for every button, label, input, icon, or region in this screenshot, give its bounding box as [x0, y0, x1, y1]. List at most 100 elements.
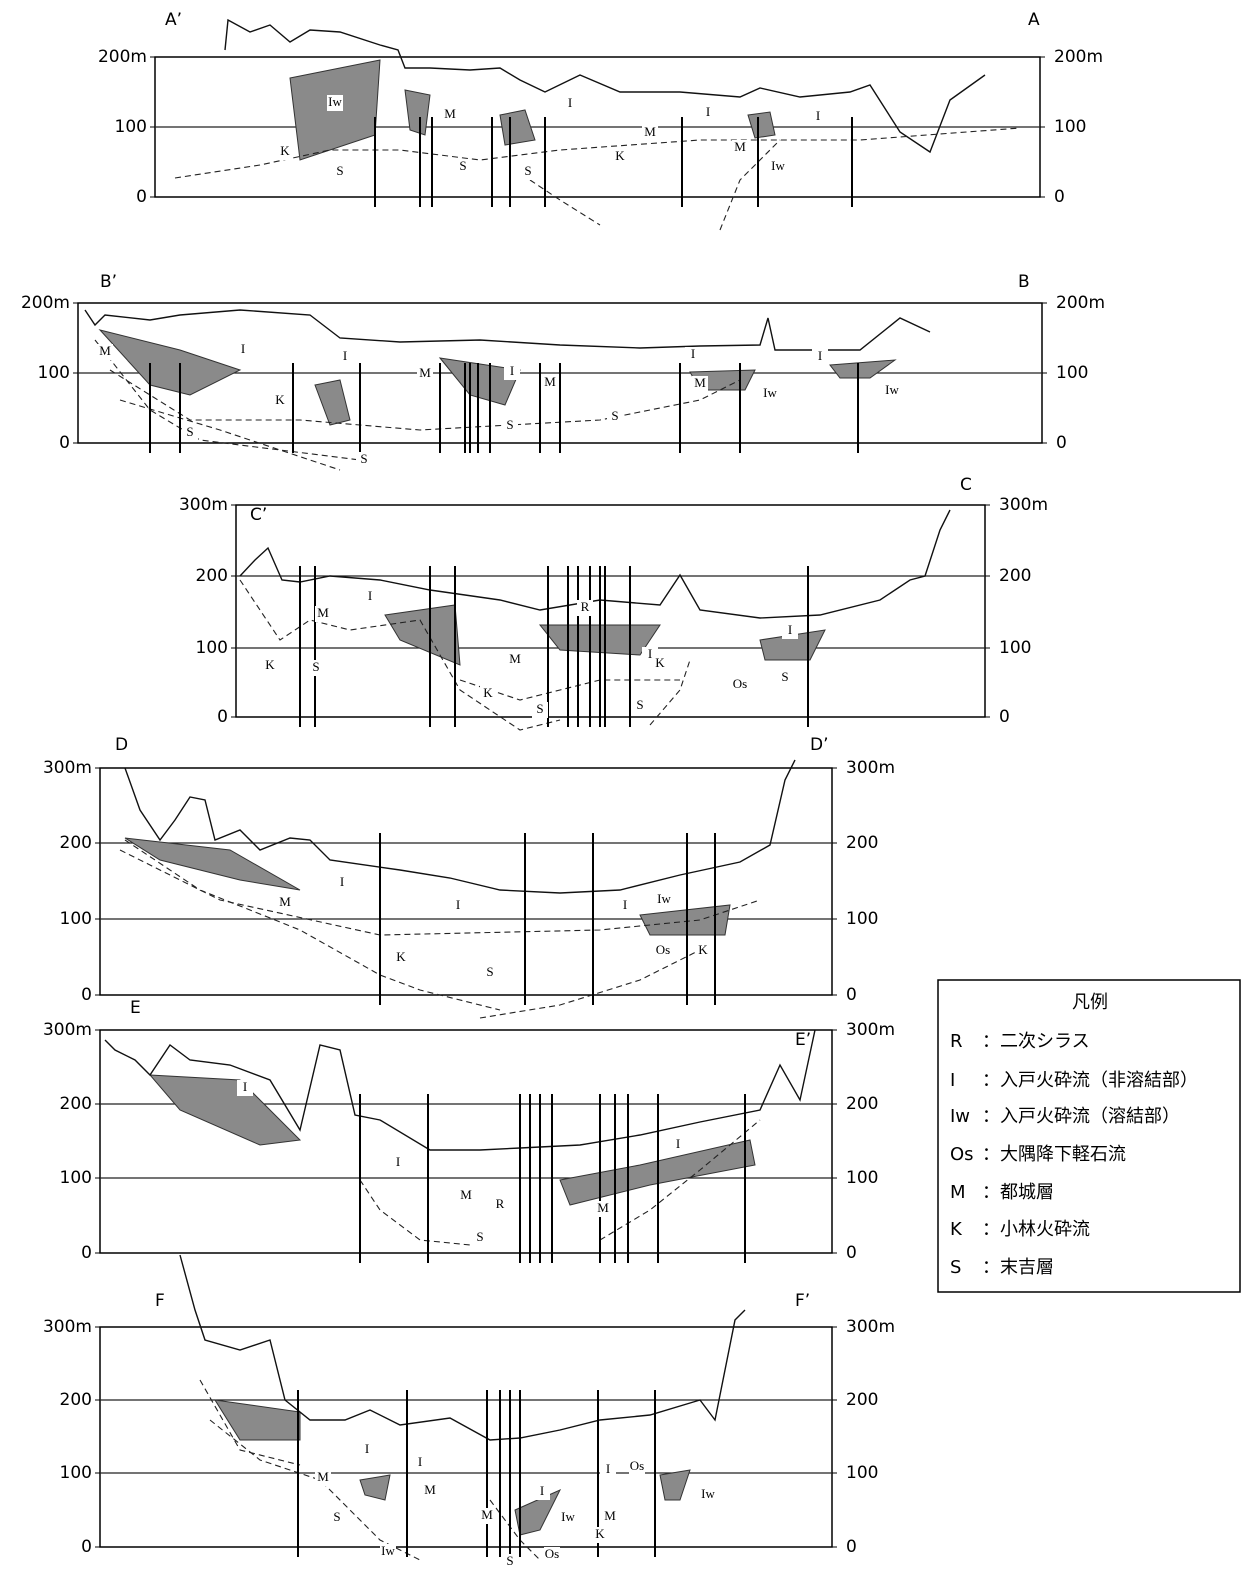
layer-label: S: [506, 417, 513, 432]
layer-label: K: [655, 655, 665, 670]
right-axis-label: 0: [846, 1537, 857, 1557]
layer-label: M: [544, 374, 556, 389]
section-end-label: C: [960, 475, 972, 495]
right-axis-label: 100: [999, 638, 1031, 658]
layer-label: Os: [630, 1458, 644, 1473]
left-axis-label: 0: [217, 707, 228, 727]
layer-label: Iw: [763, 385, 777, 400]
legend-box: [938, 980, 1240, 1292]
layer-label: I: [418, 1454, 422, 1469]
left-axis-label: 200: [60, 1094, 92, 1114]
layer-label: S: [536, 701, 543, 716]
section-end-label: B: [1018, 272, 1030, 292]
welded-zone: [125, 838, 300, 890]
welded-zone: [100, 330, 240, 395]
layer-boundary: [720, 140, 780, 230]
left-axis-label: 300m: [179, 495, 228, 515]
right-axis-label: 0: [846, 1243, 857, 1263]
right-axis-label: 0: [999, 707, 1010, 727]
layer-label: M: [460, 1187, 472, 1202]
legend-key: K: [950, 1219, 963, 1240]
layer-label: R: [581, 599, 590, 614]
layer-boundary: [120, 400, 340, 470]
left-axis-label: 100: [60, 1463, 92, 1483]
right-axis-label: 200: [999, 566, 1031, 586]
right-axis-label: 200m: [1056, 293, 1105, 313]
welded-zone: [315, 380, 350, 425]
left-axis-label: 300m: [43, 1020, 92, 1040]
section-end-label: D’: [810, 735, 829, 755]
layer-label: S: [459, 158, 466, 173]
layer-label: I: [623, 897, 627, 912]
left-axis-label: 100: [115, 117, 147, 137]
legend-description: ：入戸火砕流（非溶結部）: [982, 1070, 1198, 1091]
welded-zone: [360, 1475, 390, 1500]
right-axis-label: 300m: [846, 1317, 895, 1337]
legend-description: ：二次シラス: [982, 1031, 1090, 1052]
section-end-label: E’: [795, 1030, 811, 1050]
layer-label: S: [486, 964, 493, 979]
right-axis-label: 200: [846, 833, 878, 853]
layer-label: Iw: [561, 1509, 575, 1524]
section-frame: [100, 1030, 832, 1253]
layer-label: K: [265, 657, 275, 672]
layer-label: I: [706, 104, 710, 119]
section-end-label: F: [155, 1291, 165, 1311]
section: 300m2001000300m2001000FF’MIIMSIwIIMIwKOs…: [43, 1255, 895, 1570]
legend-description: ：末吉層: [982, 1257, 1054, 1278]
section-end-label: F’: [795, 1291, 810, 1311]
right-axis-label: 0: [846, 985, 857, 1005]
legend-key: Iw: [950, 1106, 970, 1127]
right-axis-label: 300m: [846, 1020, 895, 1040]
layer-label: Iw: [885, 382, 899, 397]
layer-label: I: [340, 874, 344, 889]
section: 300m2001000300m2001000C’CIMKSMIKKSSROsSI: [179, 475, 1048, 730]
layer-label: S: [636, 697, 643, 712]
left-axis-label: 200m: [98, 47, 147, 67]
section-frame: [236, 505, 985, 717]
layer-label: K: [595, 1526, 605, 1541]
legend-description: ：入戸火砕流（溶結部）: [982, 1106, 1180, 1127]
layer-label: Os: [656, 942, 670, 957]
right-axis-label: 0: [1056, 433, 1067, 453]
left-axis-label: 0: [81, 1537, 92, 1557]
layer-label: S: [781, 669, 788, 684]
legend-key: S: [950, 1257, 961, 1278]
right-axis-label: 200m: [1054, 47, 1103, 67]
layer-label: M: [481, 1507, 493, 1522]
welded-zone: [405, 90, 430, 135]
layer-label: S: [611, 408, 618, 423]
section: 200m1000200m1000B’BMIIIIIMMMKSSSSIwIw: [21, 272, 1105, 470]
legend-title: 凡例: [1072, 992, 1108, 1013]
right-axis-label: 300m: [999, 495, 1048, 515]
layer-label: M: [419, 365, 431, 380]
layer-label: Os: [545, 1546, 559, 1561]
legend-key: R: [950, 1031, 963, 1052]
left-axis-label: 200: [60, 1390, 92, 1410]
layer-label: I: [816, 108, 820, 123]
layer-label: K: [280, 143, 290, 158]
welded-zone: [640, 905, 730, 935]
layer-label: M: [424, 1482, 436, 1497]
left-axis-label: 200: [196, 566, 228, 586]
layer-label: S: [360, 451, 367, 466]
left-axis-label: 0: [59, 433, 70, 453]
right-axis-label: 100: [1054, 117, 1086, 137]
layer-label: M: [444, 106, 456, 121]
section-frame: [100, 1327, 832, 1547]
left-axis-label: 300m: [43, 758, 92, 778]
left-axis-label: 0: [136, 187, 147, 207]
layer-label: S: [333, 1509, 340, 1524]
layer-label: M: [694, 375, 706, 390]
right-axis-label: 300m: [846, 758, 895, 778]
right-axis-label: 100: [846, 1168, 878, 1188]
left-axis-label: 100: [60, 1168, 92, 1188]
layer-label: K: [275, 392, 285, 407]
left-axis-label: 100: [38, 363, 70, 383]
left-axis-label: 300m: [43, 1317, 92, 1337]
layer-label: I: [568, 95, 572, 110]
right-axis-label: 200: [846, 1390, 878, 1410]
layer-label: I: [691, 346, 695, 361]
layer-label: M: [644, 124, 656, 139]
layer-label: Iw: [328, 94, 342, 109]
